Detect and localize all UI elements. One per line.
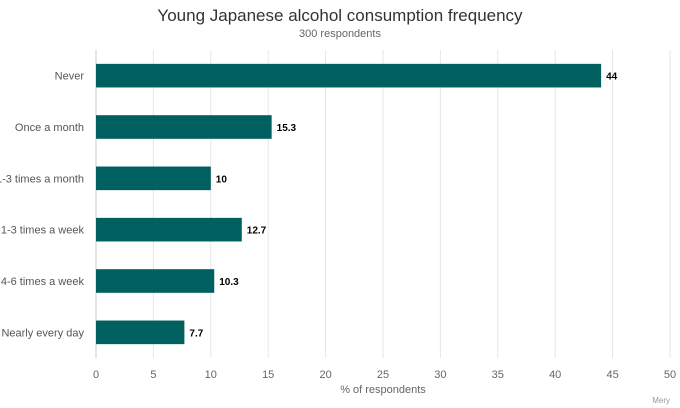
data-label: 7.7 [189, 328, 203, 339]
data-labels: 44 15.3 10 12.7 10.3 7.7 [189, 72, 617, 340]
x-tick-label: 40 [549, 369, 561, 381]
data-label: 10.3 [219, 277, 239, 288]
bar [96, 269, 215, 293]
category-label: 1-3 times a week [1, 225, 85, 237]
category-label: Nearly every day [1, 327, 84, 339]
x-tick-label: 10 [205, 369, 217, 381]
gridlines [95, 50, 671, 358]
data-label: 12.7 [247, 226, 267, 237]
x-tick-label: 45 [606, 369, 618, 381]
x-tick-label: 0 [93, 369, 99, 381]
category-labels: Never Once a month 1-3 times a month 1-3 ti… [0, 71, 84, 340]
x-tick-labels: 0 5 10 15 20 25 30 35 40 45 50 [93, 369, 676, 381]
category-label: Once a month [15, 122, 84, 134]
x-tick-label: 30 [434, 369, 446, 381]
bar [96, 166, 211, 191]
x-tick-label: 15 [262, 369, 274, 381]
x-axis-title: % of respondents [340, 384, 426, 396]
x-tick-label: 20 [319, 369, 331, 381]
chart-subtitle: 300 respondents [299, 28, 381, 40]
x-tick-label: 35 [492, 369, 504, 381]
bar [96, 115, 272, 139]
x-tick-label: 25 [377, 369, 389, 381]
bars [96, 63, 602, 345]
bar [96, 63, 602, 88]
x-tick-label: 5 [150, 369, 156, 381]
bar [96, 320, 185, 345]
data-label: 15.3 [277, 123, 297, 134]
category-label: Never [55, 71, 85, 83]
x-tick-label: 50 [664, 369, 676, 381]
category-label: 1-3 times a month [0, 173, 84, 185]
data-label: 10 [216, 174, 228, 185]
chart-credit: Mery [652, 396, 670, 405]
chart-title: Young Japanese alcohol consumption frequ… [157, 6, 523, 25]
category-label: 4-6 times a week [1, 276, 85, 288]
data-label: 44 [606, 72, 618, 83]
bar [96, 217, 242, 242]
